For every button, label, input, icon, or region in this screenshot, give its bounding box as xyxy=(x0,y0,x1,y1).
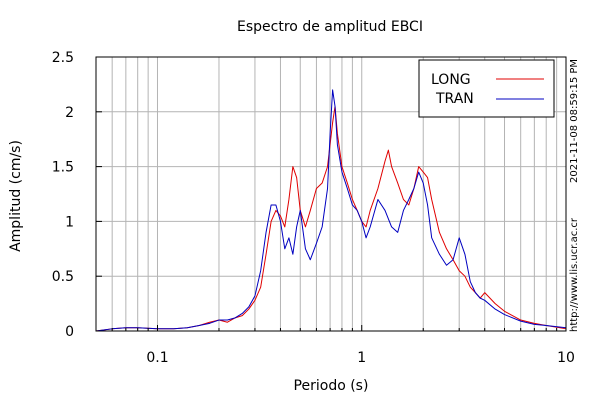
x-tick-label: 10 xyxy=(557,350,575,366)
series-lines xyxy=(95,89,567,332)
plot-frame xyxy=(95,56,567,332)
chart-title: Espectro de amplitud EBCI xyxy=(237,19,423,35)
source-url-label: http://www.lis.ucr.ac.cr xyxy=(569,218,580,332)
axis-ticks: 0 0.5 1 1.5 2 2.5 0.1 1 10 xyxy=(52,50,575,366)
x-tick-label: 1 xyxy=(357,350,366,366)
series-line-tran xyxy=(95,89,567,332)
x-tick-label: 0.1 xyxy=(146,350,168,366)
timestamp-label: 2021-11-08 08:59:15 PM xyxy=(569,58,580,183)
legend-label-long: LONG xyxy=(431,72,471,88)
y-tick-label: 2 xyxy=(65,105,74,121)
y-tick-label: 1.5 xyxy=(52,160,74,176)
y-tick-label: 0.5 xyxy=(52,269,74,285)
legend-label-tran: TRAN xyxy=(435,91,474,107)
y-tick-label: 1 xyxy=(65,214,74,230)
y-tick-label: 0 xyxy=(65,324,74,340)
legend: LONG TRAN xyxy=(418,59,555,118)
y-axis-label: Amplitud (cm/s) xyxy=(8,140,24,252)
y-tick-label: 2.5 xyxy=(52,50,74,66)
legend-box xyxy=(418,59,555,118)
x-axis-label: Periodo (s) xyxy=(294,378,369,394)
